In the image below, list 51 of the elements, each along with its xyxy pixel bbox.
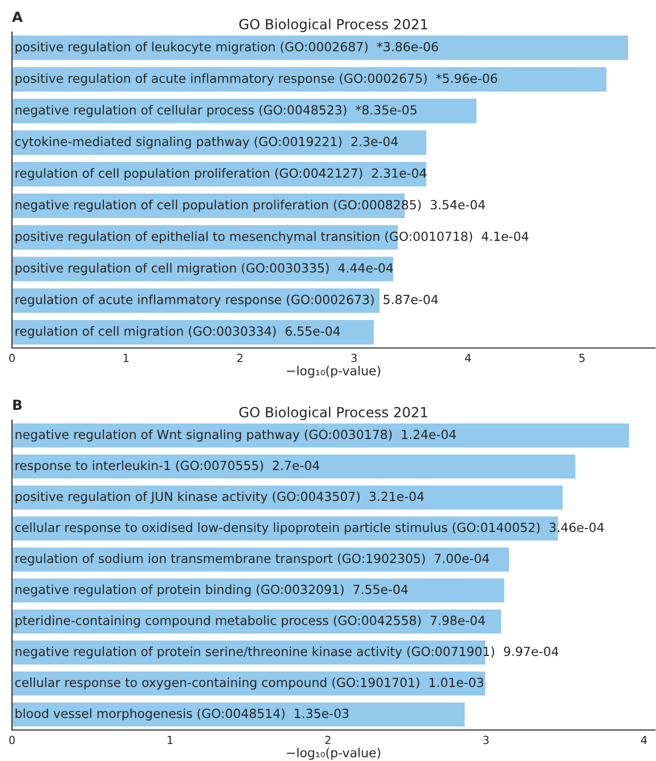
y-tick-label: regulation of cell population proliferation (GO:0042127) 2.31e-04 [16, 168, 426, 180]
x-tick-label: 2 [325, 736, 330, 744]
x-tick-label: 2 [237, 354, 242, 362]
bar [12, 701, 466, 728]
text: B [13, 400, 22, 410]
y-tick-label: regulation of cell migration (GO:0030334) 6.55e-04 [16, 326, 340, 338]
bar [12, 608, 502, 635]
x-tick-label: 5 [579, 354, 585, 362]
bar [12, 160, 428, 188]
bar [12, 670, 487, 697]
y-tick-label: negative regulation of Wnt signaling pathway (GO:0030178) 1.24e-04 [16, 429, 456, 442]
x-tick-label: 1 [168, 736, 172, 744]
bar [12, 286, 381, 314]
y-tick-label: blood vessel morphogenesis (GO:0048514) 1.35e-03 [16, 708, 348, 721]
x-axis-title: −log₁₀(p-value) [287, 366, 380, 378]
y-tick-label: negative regulation of cellular process (GO:0048523) *8.35e-05 [16, 104, 416, 118]
bar [12, 66, 608, 94]
y-tick-label: positive regulation of JUN kinase activity (GO:0043507) 3.21e-04 [16, 491, 424, 504]
bar [12, 318, 376, 346]
bar [12, 453, 577, 480]
x-tick-label: 1 [124, 354, 129, 362]
y-tick-label: positive regulation of leukocyte migration (GO:0002687) *3.86e-06 [16, 42, 438, 54]
x-tick-label: 0 [9, 354, 15, 362]
y-tick-label: negative regulation of protein binding (GO:0032091) 7.55e-04 [16, 584, 408, 597]
x-tick-label: 4 [640, 736, 647, 744]
y-tick-label: regulation of acute inflammatory response (GO:0002673) 5.87e-04 [16, 294, 438, 307]
bar [12, 484, 564, 511]
bar [12, 255, 395, 283]
x-tick-label: 0 [9, 736, 15, 744]
bar [12, 422, 630, 449]
y-tick-label: cellular response to oxygen-containing compound (GO:1901701) 1.01e-03 [15, 677, 484, 690]
y-tick-label: regulation of sodium ion transmembrane transport (GO:1902305) 7.00e-04 [16, 553, 490, 566]
y-tick-label: positive regulation of cell migration (GO:0030335) 4.44e-04 [16, 262, 393, 276]
x-tick-label: 3 [351, 354, 357, 362]
y-tick-label: positive regulation of acute inflammatory response (GO:0002675) *5.96e-06 [16, 73, 498, 86]
x-axis-title: −log₁₀(p-value) [287, 748, 380, 760]
bar [12, 577, 506, 604]
x-tick-label: 4 [465, 354, 471, 362]
y-tick-label: response to interleukin-1 (GO:0070555) 2.7e-04 [16, 460, 320, 473]
y-tick-label: cytokine-mediated signaling pathway (GO:0019221) 2.3e-04 [15, 136, 398, 149]
x-tick-label: 3 [483, 736, 489, 744]
text: A [12, 12, 23, 22]
y-tick-label: pteridine-containing compound metabolic process (GO:0042558) 7.98e-04 [16, 615, 485, 628]
y-tick-label: cellular response to oxidised low-density lipoprotein particle stimulus (GO:0140052) 3.46e-04 [15, 522, 604, 535]
y-tick-label: positive regulation of epithelial to mesenchymal transition (GO:0010718) 4.1e-04 [16, 231, 528, 244]
chart-title: GO Biological Process 2021 [239, 406, 428, 420]
chart-title: GO Biological Process 2021 [239, 18, 428, 32]
bar [12, 34, 630, 62]
bar [12, 97, 478, 125]
bar [12, 546, 510, 573]
bar [12, 128, 428, 156]
